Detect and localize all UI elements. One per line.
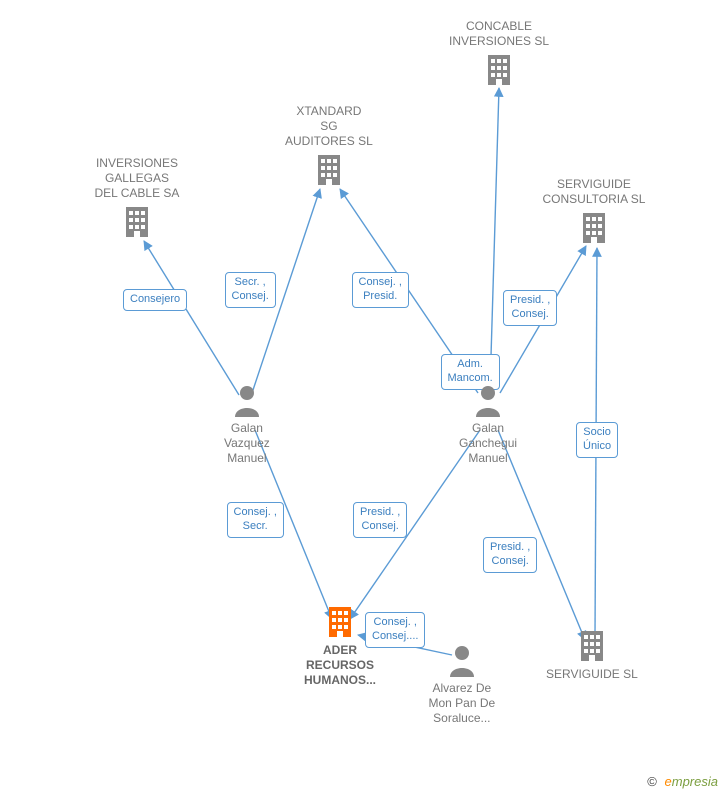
edge-label: Presid. , Consej.: [503, 290, 557, 326]
copyright: © empresia: [647, 774, 718, 789]
node-label: INVERSIONES GALLEGAS DEL CABLE SA: [95, 156, 180, 201]
building-icon: [95, 205, 180, 239]
building-icon: [449, 53, 549, 87]
building-icon: [285, 153, 373, 187]
company-node[interactable]: ADER RECURSOS HUMANOS...: [304, 605, 376, 688]
person-icon: [429, 643, 496, 677]
person-node[interactable]: Alvarez De Mon Pan De Soraluce...: [429, 643, 496, 726]
edge-label: Consej. , Presid.: [352, 272, 409, 308]
company-node[interactable]: INVERSIONES GALLEGAS DEL CABLE SA: [95, 156, 180, 239]
company-node[interactable]: SERVIGUIDE CONSULTORIA SL: [543, 177, 646, 245]
node-label: SERVIGUIDE SL: [546, 667, 638, 682]
edge-label: Secr. , Consej.: [225, 272, 276, 308]
company-node[interactable]: XTANDARD SG AUDITORES SL: [285, 104, 373, 187]
edge-label: Consejero: [123, 289, 187, 311]
building-icon: [546, 629, 638, 663]
node-label: ADER RECURSOS HUMANOS...: [304, 643, 376, 688]
building-icon: [543, 211, 646, 245]
node-label: XTANDARD SG AUDITORES SL: [285, 104, 373, 149]
company-node[interactable]: CONCABLE INVERSIONES SL: [449, 19, 549, 87]
node-label: Galan Ganchegui Manuel: [459, 421, 517, 466]
company-node[interactable]: SERVIGUIDE SL: [546, 629, 638, 682]
edge: [490, 88, 499, 390]
brand-rest: mpresia: [672, 774, 718, 789]
edge-label: Socio Único: [576, 422, 618, 458]
person-node[interactable]: Galan Ganchegui Manuel: [459, 383, 517, 466]
brand-e: e: [665, 774, 672, 789]
edge-label: Presid. , Consej.: [483, 537, 537, 573]
edge-label: Presid. , Consej.: [353, 502, 407, 538]
node-label: Alvarez De Mon Pan De Soraluce...: [429, 681, 496, 726]
person-icon: [224, 383, 270, 417]
node-label: SERVIGUIDE CONSULTORIA SL: [543, 177, 646, 207]
person-icon: [459, 383, 517, 417]
building-icon: [304, 605, 376, 639]
edge: [144, 241, 239, 395]
node-label: CONCABLE INVERSIONES SL: [449, 19, 549, 49]
node-label: Galan Vazquez Manuel: [224, 421, 270, 466]
person-node[interactable]: Galan Vazquez Manuel: [224, 383, 270, 466]
edge-label: Consej. , Secr.: [227, 502, 284, 538]
copyright-symbol: ©: [647, 774, 657, 789]
